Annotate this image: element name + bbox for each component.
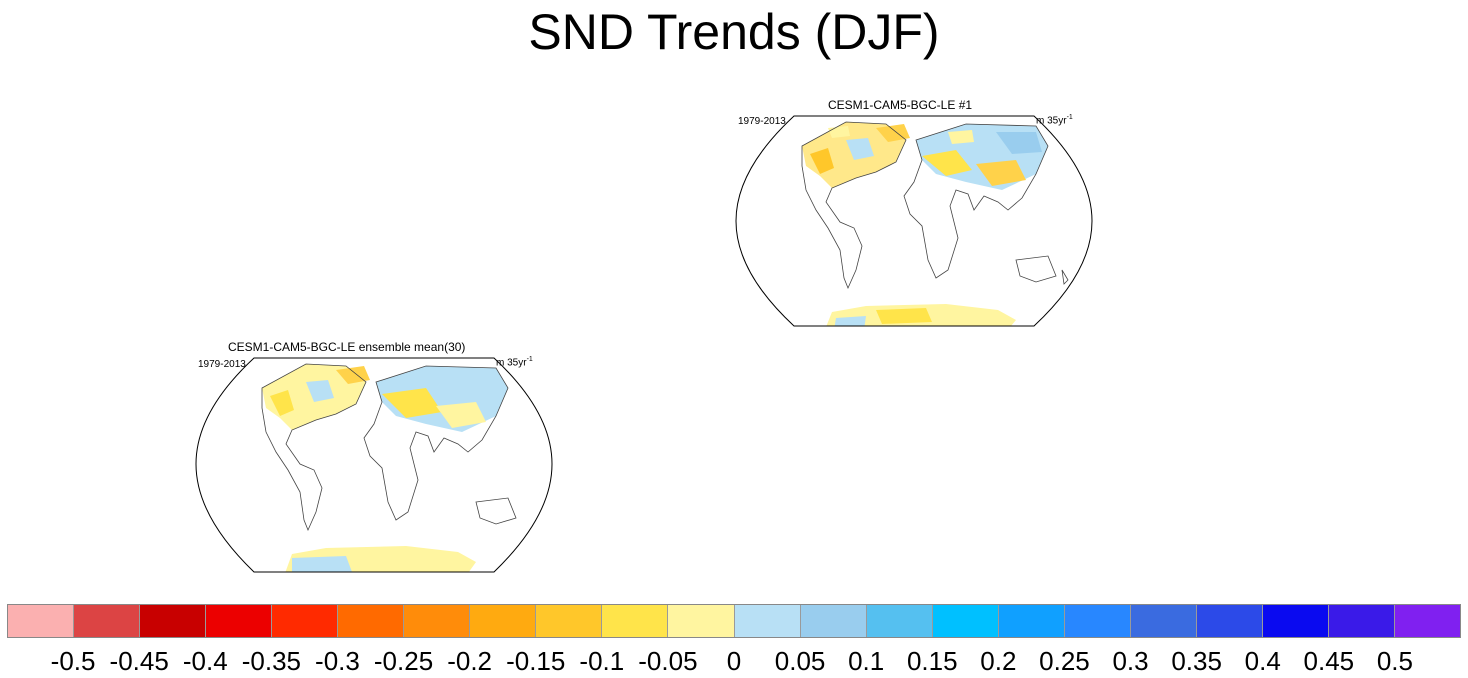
colorbar-tick-label: -0.1: [579, 646, 625, 676]
colorbar-swatch: [998, 605, 1065, 637]
colorbar-swatch: [404, 605, 471, 637]
colorbar-swatch: [1130, 605, 1197, 637]
colorbar-tick-label: 0.1: [848, 646, 885, 676]
colorbar-tick-label: 0.15: [906, 646, 958, 676]
colorbar-tick-label: 0.2: [980, 646, 1017, 676]
colorbar-swatch: [668, 605, 735, 637]
colorbar-swatch: [272, 605, 339, 637]
colorbar-swatch: [8, 605, 75, 637]
colorbar-swatch: [866, 605, 933, 637]
colorbar-tick-label: 0.4: [1244, 646, 1281, 676]
colorbar-tick-label: 0.35: [1171, 646, 1222, 676]
colorbar-swatch: [1196, 605, 1263, 637]
panel-1-title: CESM1-CAM5-BGC-LE #1: [828, 98, 973, 112]
colorbar-tick-label: 0.25: [1039, 646, 1090, 676]
colorbar-tick-label: -0.25: [373, 646, 434, 676]
colorbar-tick-label: -0.15: [506, 646, 566, 676]
colorbar-swatch: [1064, 605, 1131, 637]
figure-title: SND Trends (DJF): [528, 4, 940, 60]
colorbar-tick-label: -0.5: [50, 646, 96, 676]
map-panel-2: [195, 357, 553, 573]
colorbar-swatch: [338, 605, 405, 637]
colorbar-tick-label: -0.45: [109, 646, 169, 676]
panel-2-period: 1979-2013: [198, 359, 246, 370]
colorbar-tick-label: 0.45: [1303, 646, 1355, 676]
colorbar-tick-label: -0.2: [447, 646, 493, 676]
panel-1-units: m 35yr-1: [1036, 114, 1073, 127]
colorbar-swatch: [1262, 605, 1329, 637]
colorbar-tick-label: -0.4: [182, 646, 228, 676]
colorbar-tick-label: -0.3: [315, 646, 360, 676]
colorbar-swatch: [140, 605, 207, 637]
colorbar-swatch: [734, 605, 801, 637]
map-panel-1: [735, 115, 1093, 327]
colorbar-tick-label: 0.05: [774, 646, 826, 676]
panel-1-period: 1979-2013: [738, 116, 786, 127]
panel-2-units: m 35yr-1: [496, 356, 533, 369]
colorbar-tick-label: -0.05: [638, 646, 698, 676]
colorbar-tick-label: -0.35: [241, 646, 301, 676]
colorbar-swatch: [932, 605, 999, 637]
panel-2-title: CESM1-CAM5-BGC-LE ensemble mean(30): [228, 340, 466, 354]
colorbar-swatch: [470, 605, 537, 637]
colorbar-swatch: [800, 605, 867, 637]
colorbar-swatch: [1328, 605, 1395, 637]
colorbar-swatch: [206, 605, 273, 637]
colorbar-tick-label: 0.5: [1376, 646, 1413, 676]
colorbar-swatch: [1394, 605, 1461, 637]
colorbar-swatch: [536, 605, 603, 637]
colorbar-tick-label: 0.3: [1112, 646, 1149, 676]
colorbar-swatch: [74, 605, 141, 637]
colorbar: [7, 604, 1461, 638]
colorbar-swatch: [602, 605, 669, 637]
colorbar-tick-label: 0: [726, 646, 742, 676]
